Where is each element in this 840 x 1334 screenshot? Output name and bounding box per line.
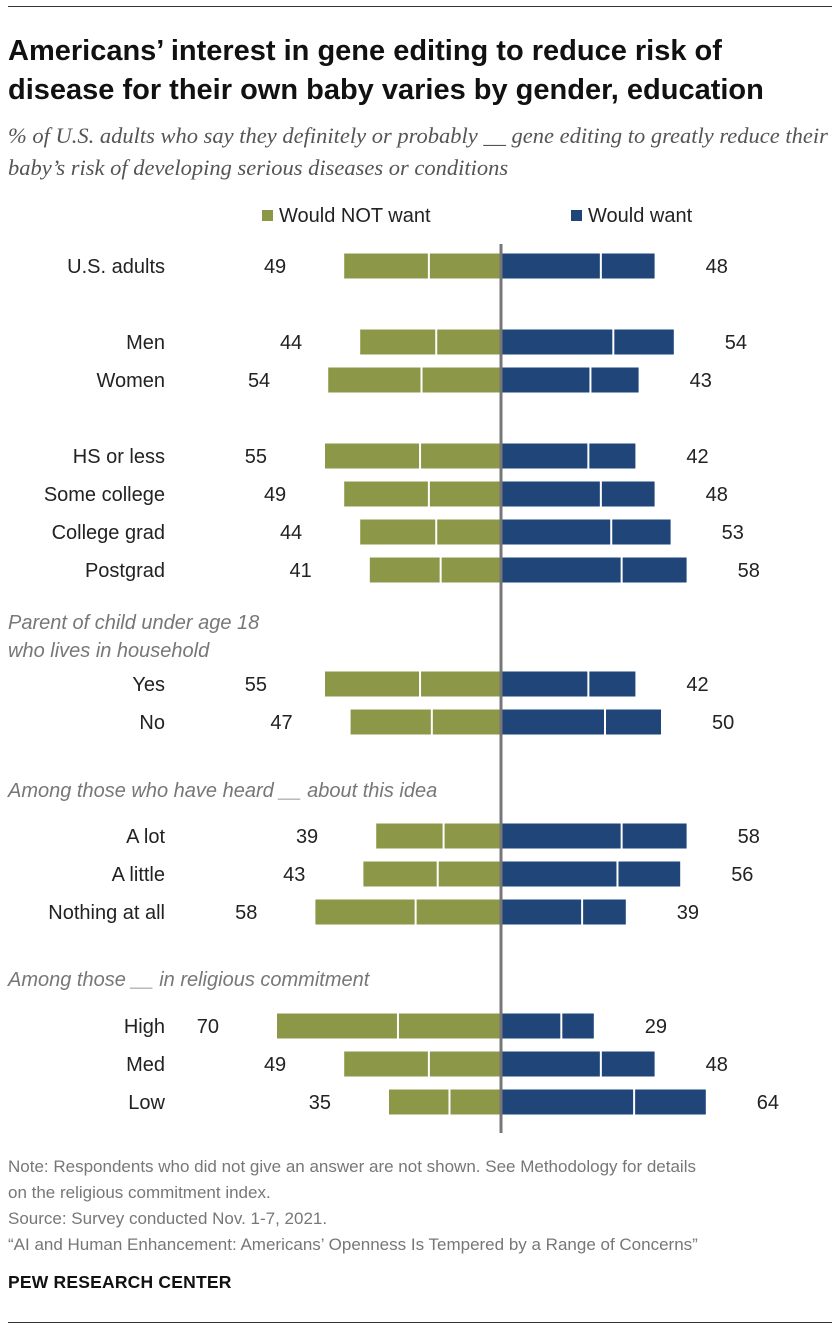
bar-want-high	[501, 1013, 594, 1039]
source-line: Source: Survey conducted Nov. 1-7, 2021.	[8, 1209, 328, 1228]
category-label-a-little: A little	[112, 864, 165, 886]
bar-want-nothing-at-all	[501, 899, 626, 925]
legend-swatch-not-want	[262, 210, 273, 221]
value-not-want-postgrad: 41	[290, 560, 312, 582]
report-title-line: “AI and Human Enhancement: Americans’ Op…	[8, 1235, 698, 1254]
category-label-men: Men	[126, 332, 165, 354]
category-label-postgrad: Postgrad	[85, 560, 165, 582]
value-want-men: 54	[725, 332, 747, 354]
bar-not-want-college-grad	[360, 519, 501, 545]
bar-not-want-high	[277, 1013, 501, 1039]
bar-want-a-lot	[501, 823, 687, 849]
org-name: PEW RESEARCH CENTER	[8, 1272, 232, 1292]
bar-not-want-low	[389, 1089, 501, 1115]
group-header-1-line-1: Parent of child under age 18	[8, 612, 259, 634]
bar-not-want-men	[360, 329, 501, 355]
group-header-2: Among those who have heard __ about this…	[7, 780, 437, 802]
bar-want-women	[501, 367, 639, 393]
bar-want-no	[501, 709, 661, 735]
chart-title: Americans’ interest in gene editing to r…	[8, 35, 764, 106]
value-not-want-a-lot: 39	[296, 826, 318, 848]
top-rule	[8, 6, 832, 7]
bar-want-some-college	[501, 481, 655, 507]
category-label-no: No	[139, 712, 165, 734]
bar-not-want-no	[350, 709, 501, 735]
bar-want-med	[501, 1051, 655, 1077]
value-not-want-low: 35	[309, 1092, 331, 1114]
category-label-med: Med	[126, 1054, 165, 1076]
value-not-want-a-little: 43	[283, 864, 305, 886]
category-label-yes: Yes	[132, 674, 165, 696]
group-header-1-line-2: who lives in household	[8, 640, 210, 662]
bar-not-want-women	[328, 367, 501, 393]
bar-not-want-a-little	[363, 861, 501, 887]
bar-not-want-med	[344, 1051, 501, 1077]
note-line-2: on the religious commitment index.	[8, 1183, 271, 1202]
value-want-low: 64	[757, 1092, 779, 1114]
legend-label-want: Would want	[588, 205, 693, 227]
category-label-college-grad: College grad	[52, 522, 165, 544]
bottom-rule	[8, 1322, 832, 1323]
legend-label-not-want: Would NOT want	[279, 205, 431, 227]
bar-want-postgrad	[501, 557, 687, 583]
bar-want-yes	[501, 671, 636, 697]
category-label-some-college: Some college	[44, 484, 165, 506]
group-header-1: Parent of child under age 18 who lives in…	[8, 612, 259, 662]
value-not-want-some-college: 49	[264, 484, 286, 506]
bar-want-men	[501, 329, 674, 355]
value-not-want-hs-or-less: 55	[245, 446, 267, 468]
bar-not-want-hs-or-less	[325, 443, 501, 469]
chart-subtitle: % of U.S. adults who say they definitely…	[8, 123, 828, 180]
value-not-want-high: 70	[197, 1016, 219, 1038]
value-not-want-yes: 55	[245, 674, 267, 696]
value-not-want-men: 44	[280, 332, 302, 354]
value-want-women: 43	[690, 370, 712, 392]
legend-not-want: Would NOT want	[262, 204, 431, 228]
value-want-nothing-at-all: 39	[677, 902, 699, 924]
bar-not-want-postgrad	[369, 557, 501, 583]
value-not-want-women: 54	[248, 370, 270, 392]
bar-want-u-s-adults	[501, 253, 655, 279]
value-want-hs-or-less: 42	[686, 446, 708, 468]
notes-block: Note: Respondents who did not give an an…	[8, 1154, 834, 1258]
category-label-u-s-adults: U.S. adults	[67, 256, 165, 278]
bar-not-want-u-s-adults	[344, 253, 501, 279]
legend-want: Would want	[571, 204, 692, 228]
bar-want-college-grad	[501, 519, 671, 545]
value-not-want-nothing-at-all: 58	[235, 902, 257, 924]
value-not-want-no: 47	[270, 712, 292, 734]
value-not-want-med: 49	[264, 1054, 286, 1076]
value-want-high: 29	[645, 1016, 667, 1038]
group-header-3: Among those __ in religious commitment	[7, 969, 371, 991]
value-want-no: 50	[712, 712, 734, 734]
value-want-some-college: 48	[706, 484, 728, 506]
value-want-postgrad: 58	[738, 560, 760, 582]
value-want-u-s-adults: 48	[706, 256, 728, 278]
bar-want-low	[501, 1089, 706, 1115]
category-label-women: Women	[96, 370, 165, 392]
bar-want-a-little	[501, 861, 681, 887]
value-not-want-u-s-adults: 49	[264, 256, 286, 278]
bar-not-want-some-college	[344, 481, 501, 507]
category-label-a-lot: A lot	[126, 826, 165, 848]
value-not-want-college-grad: 44	[280, 522, 302, 544]
value-want-a-lot: 58	[738, 826, 760, 848]
value-want-a-little: 56	[731, 864, 753, 886]
bar-not-want-nothing-at-all	[315, 899, 501, 925]
legend-swatch-want	[571, 210, 582, 221]
value-want-yes: 42	[686, 674, 708, 696]
category-label-nothing-at-all: Nothing at all	[48, 902, 165, 924]
value-want-med: 48	[706, 1054, 728, 1076]
note-line-1: Note: Respondents who did not give an an…	[8, 1157, 696, 1176]
bar-not-want-a-lot	[376, 823, 501, 849]
bar-want-hs-or-less	[501, 443, 636, 469]
category-label-high: High	[124, 1016, 165, 1038]
bar-not-want-yes	[325, 671, 501, 697]
value-want-college-grad: 53	[722, 522, 744, 544]
category-label-hs-or-less: HS or less	[73, 446, 165, 468]
category-label-low: Low	[128, 1092, 165, 1114]
